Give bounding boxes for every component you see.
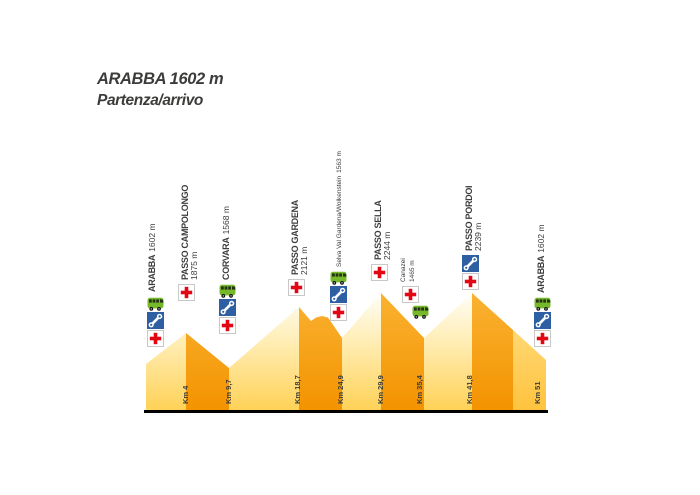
station-elevation: 2244 m [382, 231, 392, 260]
mountain-face-light [513, 330, 546, 410]
station-icons-arabba-finish [534, 297, 551, 347]
service-wrench-icon [219, 299, 236, 316]
mountain-face-shadow [186, 333, 229, 410]
km-marker: Km 4 [181, 385, 190, 404]
shuttle-bus-icon [330, 271, 347, 285]
station-name: ARABBA [147, 254, 157, 292]
station-label-arabba-finish: ARABBA 1602 m [535, 224, 546, 293]
station-elevation: 1875 m [189, 251, 199, 280]
first-aid-cross-icon [288, 279, 305, 296]
first-aid-cross-icon [219, 317, 236, 334]
mountain-face-light [424, 293, 472, 410]
mountain-face-shadow [381, 293, 424, 410]
mountain-face-shadow [299, 307, 342, 410]
station-elevation: 2239 m [473, 222, 483, 251]
first-aid-cross-icon [534, 330, 551, 347]
station-label-passo-sella: PASSO SELLA 2244 m [373, 200, 392, 260]
station-name: Selva Val Gardena/Wolkenstein [336, 175, 343, 267]
first-aid-cross-icon [462, 273, 479, 290]
station-elevation: 2121 m [299, 246, 309, 275]
mountain-face-light [146, 333, 186, 410]
station-label-arabba-start: ARABBA 1602 m [146, 223, 157, 292]
station-elevation: 1602 m [147, 223, 157, 252]
station-elevation: 1465 m [408, 260, 416, 282]
first-aid-cross-icon [147, 330, 164, 347]
station-label-canazei: Canazei 1465 m [400, 258, 417, 282]
first-aid-cross-icon [371, 264, 388, 281]
station-label-selva: Selva Val Gardena/Wolkenstein 1563 m [333, 151, 344, 267]
station-name: Canazei [400, 258, 407, 282]
service-wrench-icon [534, 312, 551, 329]
km-marker: Km 9,7 [224, 379, 233, 404]
km-marker: Km 35,4 [415, 375, 424, 404]
station-icons-passo-pordoi [462, 255, 479, 290]
station-elevation: 1568 m [221, 206, 231, 235]
profile-title: ARABBA 1602 m Partenza/arrivo [97, 70, 224, 110]
station-icons-selva [330, 271, 347, 321]
station-elevation: 1602 m [536, 224, 546, 253]
station-name: ARABBA [536, 255, 546, 293]
station-label-passo-pordoi: PASSO PORDOI 2239 m [464, 186, 483, 251]
km-marker: Km 51 [533, 381, 542, 404]
km-marker: Km 29,9 [376, 375, 385, 404]
station-label-passo-campolongo: PASSO CAMPOLONGO 1875 m [180, 185, 199, 280]
shuttle-bus-icon [412, 305, 429, 319]
station-icons-arabba-start [147, 297, 164, 347]
station-icons-corvara [219, 284, 236, 334]
mountain-face-light [229, 307, 299, 410]
shuttle-bus-icon [147, 297, 164, 311]
baseline-bar [144, 410, 548, 413]
service-wrench-icon [462, 255, 479, 272]
station-label-passo-gardena: PASSO GARDENA 2121 m [290, 200, 309, 275]
station-elevation: 1563 m [336, 151, 343, 173]
start-location-title: ARABBA 1602 m [97, 70, 224, 88]
km-marker: Km 24,9 [336, 375, 345, 404]
service-wrench-icon [147, 312, 164, 329]
km-marker: Km 18,7 [293, 375, 302, 404]
first-aid-cross-icon [402, 286, 419, 303]
shuttle-bus-icon [534, 297, 551, 311]
first-aid-cross-icon [178, 284, 195, 301]
station-label-corvara: CORVARA 1568 m [220, 206, 231, 280]
shuttle-bus-icon [219, 284, 236, 298]
service-wrench-icon [330, 286, 347, 303]
start-finish-subtitle: Partenza/arrivo [97, 92, 203, 109]
mountain-face-shadow [472, 293, 513, 410]
first-aid-cross-icon [330, 304, 347, 321]
station-name: CORVARA [221, 237, 231, 280]
mountain-face-light [342, 293, 381, 410]
km-marker: Km 41,8 [465, 375, 474, 404]
